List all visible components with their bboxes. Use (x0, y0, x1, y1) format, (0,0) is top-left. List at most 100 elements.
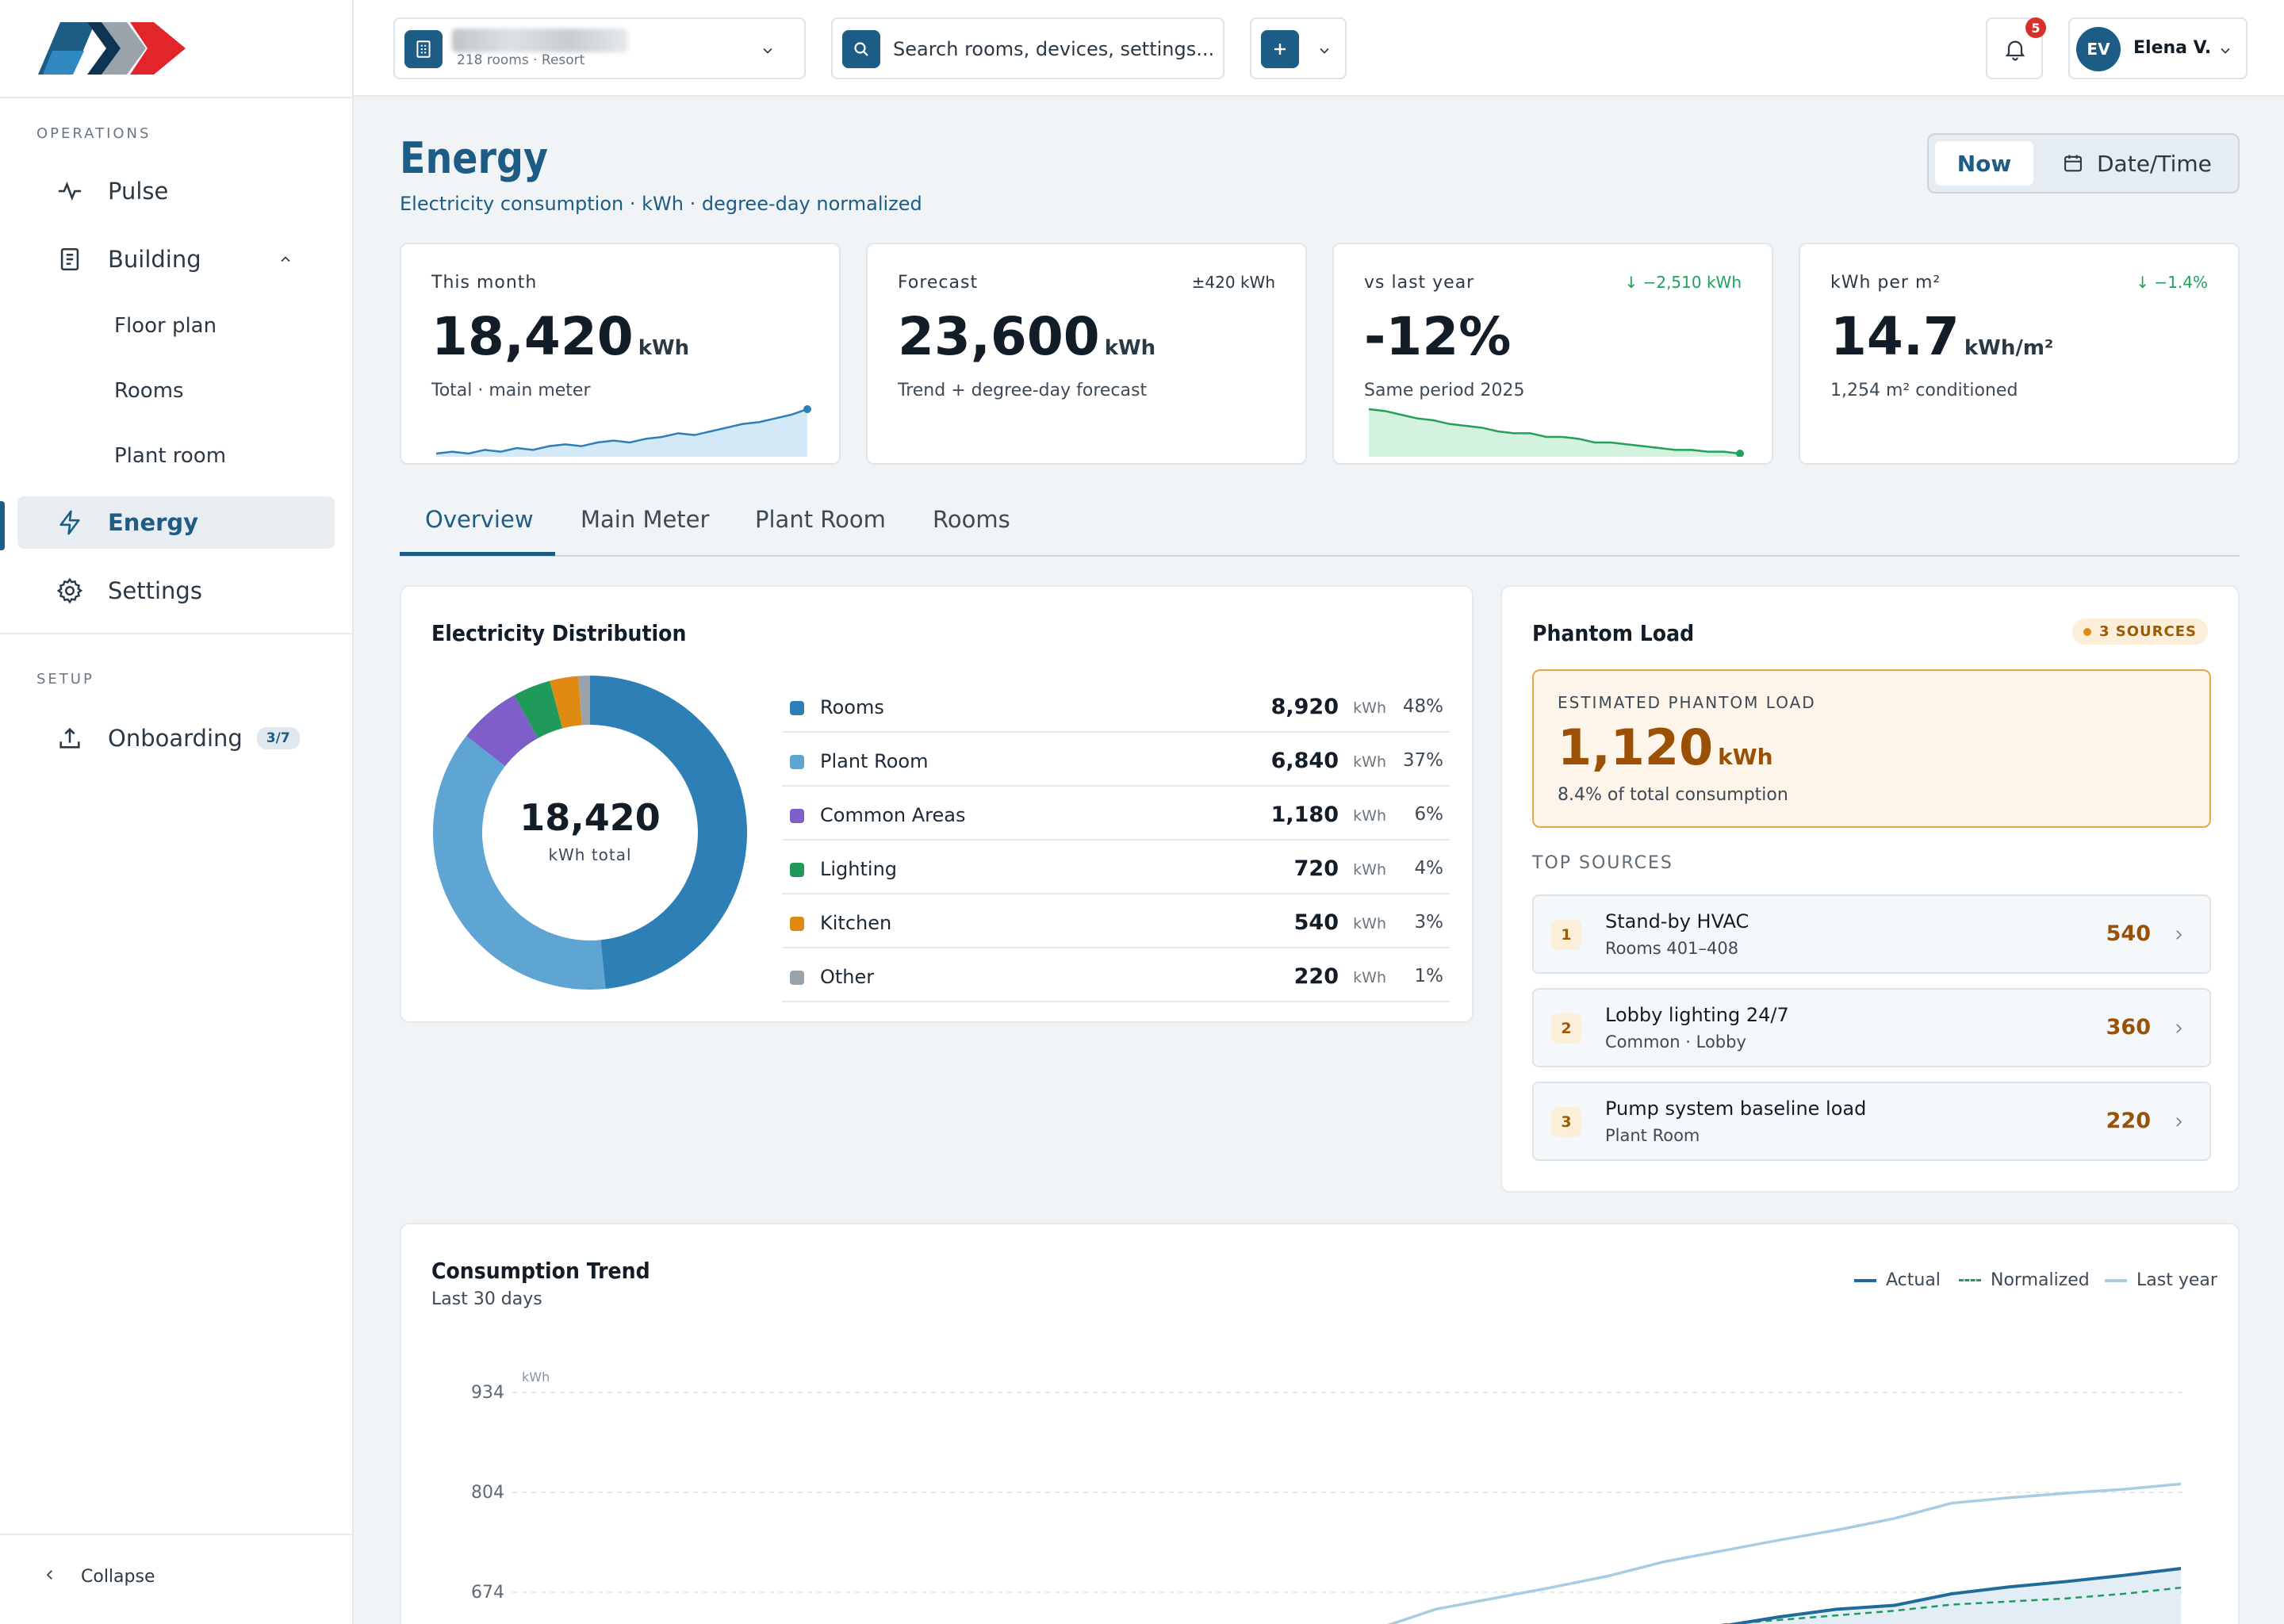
source-value: 360 (2106, 1015, 2151, 1040)
search-box[interactable]: Search rooms, devices, settings... (831, 17, 1224, 79)
notification-count-badge: 5 (2025, 17, 2046, 38)
legend-swatch (790, 917, 804, 931)
legend-percent: 6% (1414, 804, 1444, 825)
electricity-distribution-card: Electricity Distribution 18,420 kWh tota… (400, 585, 1473, 1023)
toggle-now-button[interactable]: Now (1935, 141, 2033, 186)
kpi-value: -12% (1364, 306, 1512, 367)
tab-plant-room[interactable]: Plant Room (755, 506, 886, 533)
legend-row[interactable]: Other 220 kWh 1% (782, 948, 1450, 1002)
sidebar-item-label: Building (108, 246, 201, 273)
legend-unit: kWh (1353, 969, 1386, 986)
tab-rooms[interactable]: Rooms (933, 506, 1010, 533)
legend-percent: 4% (1414, 858, 1444, 879)
sidebar-item-pulse[interactable]: Pulse (17, 165, 335, 217)
est-note: 8.4% of total consumption (1558, 785, 1788, 805)
kpi-forecast[interactable]: Forecast ±420 kWh 23,600 kWh Trend + degr… (866, 243, 1307, 465)
sidebar-item-onboarding[interactable]: Onboarding 3/7 (17, 712, 335, 764)
legend-unit: kWh (1353, 699, 1386, 717)
chevron-up-icon (278, 246, 293, 273)
card-title: Electricity Distribution (431, 620, 687, 646)
tab-main-meter[interactable]: Main Meter (581, 506, 710, 533)
search-input[interactable]: Search rooms, devices, settings... (893, 38, 1215, 60)
sidebar-item-building[interactable]: Building (17, 233, 335, 285)
source-rank: 2 (1551, 1013, 1581, 1044)
chevron-down-icon (1316, 41, 1332, 63)
legend-swatch (790, 971, 804, 985)
sparkline-area (1369, 409, 1740, 457)
kpi-badge: ↓ −2,510 kWh (1624, 273, 1742, 292)
property-selector[interactable]: 218 rooms · Resort (393, 17, 806, 79)
source-value: 220 (2106, 1109, 2151, 1133)
user-menu[interactable]: EV Elena V. (2068, 17, 2248, 79)
legend-row[interactable]: Kitchen 540 kWh 3% (782, 894, 1450, 948)
donut-slice-lighting[interactable] (514, 680, 563, 738)
legend-last-year: Last year (2105, 1270, 2217, 1290)
sidebar-subitem-plant-room[interactable]: Plant room (114, 444, 227, 468)
kpi-label: Forecast (898, 273, 979, 293)
legend-row[interactable]: Rooms 8,920 kWh 48% (782, 679, 1450, 733)
section-label-setup: SETUP (36, 671, 94, 688)
legend-row[interactable]: Common Areas 1,180 kWh 6% (782, 787, 1450, 841)
donut-slice-plant-room[interactable] (433, 736, 606, 990)
kpi-vs-last-year[interactable]: vs last year ↓ −2,510 kWh -12% Same peri… (1332, 243, 1773, 465)
legend-percent: 37% (1402, 750, 1443, 771)
legend-swatch (790, 755, 804, 769)
donut-slice-common-areas[interactable] (466, 695, 538, 767)
toggle-datetime-button[interactable]: Date/Time (2062, 141, 2212, 186)
donut-slice-rooms[interactable] (590, 676, 747, 990)
card-title: Consumption Trend (431, 1258, 650, 1284)
legend-row[interactable]: Lighting 720 kWh 4% (782, 841, 1450, 894)
source-item[interactable]: 3 Pump system baseline load Plant Room 2… (1532, 1082, 2211, 1161)
source-rank: 3 (1551, 1107, 1581, 1137)
donut-slice-kitchen[interactable] (550, 676, 582, 729)
kpi-note: Total · main meter (431, 381, 591, 400)
toggle-datetime-label: Date/Time (2097, 150, 2212, 177)
kpi-label: This month (431, 273, 538, 293)
donut-slice-other[interactable] (578, 676, 590, 726)
legend-value: 6,840 (1270, 749, 1339, 773)
notifications-button[interactable]: 5 (1986, 17, 2046, 79)
gear-icon (54, 575, 86, 607)
phantom-load-card: Phantom Load 3 SOURCES ESTIMATED PHANTOM… (1500, 585, 2240, 1193)
card-title: Phantom Load (1532, 620, 1695, 646)
arrow-down-icon: ↓ (1624, 273, 1643, 292)
plus-icon (1261, 30, 1299, 68)
source-subtitle: Common · Lobby (1605, 1032, 1746, 1051)
source-item[interactable]: 1 Stand-by HVAC Rooms 401–408 540 (1532, 894, 2211, 974)
add-menu-button[interactable] (1250, 17, 1347, 79)
source-title: Lobby lighting 24/7 (1605, 1004, 1789, 1026)
page-subtitle: Electricity consumption · kWh · degree-d… (400, 193, 922, 215)
legend-value: 220 (1293, 964, 1339, 989)
est-value: 1,120 kWh (1558, 718, 1773, 776)
bell-icon (2002, 36, 2028, 67)
sidebar-item-energy[interactable]: Energy (17, 496, 335, 549)
lightning-icon (54, 507, 86, 538)
legend-name: Common Areas (820, 804, 966, 826)
source-value: 540 (2106, 921, 2151, 946)
actual-area (1735, 1568, 2181, 1624)
active-indicator (0, 501, 5, 550)
sidebar-subitem-floor-plan[interactable]: Floor plan (114, 314, 217, 338)
sidebar-subitem-rooms[interactable]: Rooms (114, 379, 184, 403)
legend-row[interactable]: Plant Room 6,840 kWh 37% (782, 733, 1450, 787)
sparkline-line (435, 408, 808, 455)
legend-name: Lighting (820, 858, 898, 880)
sidebar-item-settings[interactable]: Settings (17, 565, 335, 617)
calendar-icon (2062, 152, 2084, 174)
tab-overview[interactable]: Overview (425, 506, 534, 533)
property-name-redacted (452, 29, 628, 52)
page-title: Energy (400, 133, 548, 183)
collapse-label: Collapse (81, 1567, 155, 1587)
collapse-button[interactable]: Collapse (43, 1567, 155, 1587)
legend-percent: 3% (1414, 912, 1444, 933)
chevron-right-icon (2171, 925, 2186, 947)
kpi-label: vs last year (1364, 273, 1475, 293)
y-tick-label: 804 (471, 1483, 504, 1503)
app-logo[interactable] (36, 21, 187, 81)
legend-value: 8,920 (1270, 695, 1339, 719)
source-item[interactable]: 2 Lobby lighting 24/7 Common · Lobby 360 (1532, 988, 2211, 1067)
kpi-kwh-per-m2[interactable]: kWh per m² ↓ −1.4% 14.7 kWh/m² 1,254 m² c… (1799, 243, 2240, 465)
kpi-this-month[interactable]: This month 18,420 kWh Total · main meter (400, 243, 841, 465)
sidebar-divider (0, 97, 354, 98)
sparkline-area (436, 409, 807, 457)
